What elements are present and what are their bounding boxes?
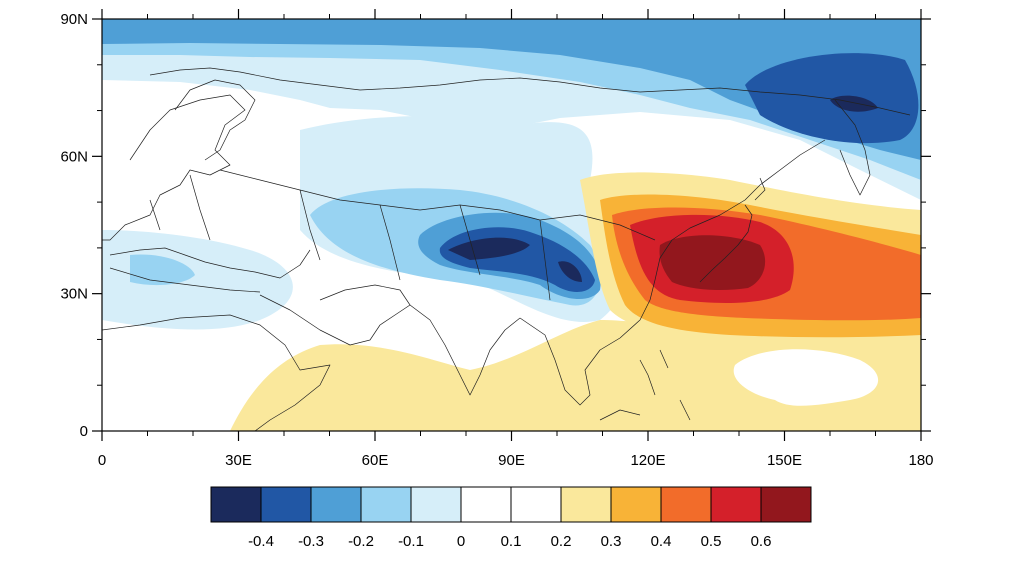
colorbar-swatch — [310, 486, 362, 523]
country-borders — [149, 169, 656, 301]
colorbar-swatch — [710, 486, 762, 523]
lat-tick-label: 90N — [60, 11, 88, 28]
coastline-scandinavia — [174, 79, 256, 161]
lon-tick-label: 180 — [908, 452, 933, 469]
coastline-arctic — [149, 67, 911, 116]
coastline-india — [409, 304, 521, 396]
lon-tick-label: 150E — [767, 452, 802, 469]
colorbar-swatch — [610, 486, 662, 523]
colorbar-swatch — [760, 486, 812, 523]
coastlines — [102, 67, 911, 431]
contour-pacific-core — [659, 235, 766, 290]
coastline-kamchatka — [834, 99, 871, 196]
colorbar-label: 0.6 — [751, 533, 772, 550]
coastline-europe — [102, 94, 246, 241]
lon-tick-label: 60E — [362, 452, 389, 469]
contour-tropics-gap — [733, 349, 879, 406]
longitude-axis: 0 30E 60E 90E 120E 150E 180 — [98, 9, 934, 469]
colorbar-label: 0.4 — [651, 533, 672, 550]
contour-arctic-mid — [102, 19, 921, 160]
contour-asia-core — [448, 237, 582, 282]
lon-tick-label: 120E — [630, 452, 665, 469]
colorbar-label: 0.3 — [601, 533, 622, 550]
colorbar-swatch — [560, 486, 612, 523]
colorbar-swatch — [510, 486, 562, 523]
latitude-axis: 90N 60N 30N 0 — [60, 11, 931, 440]
coastline-islands — [599, 349, 691, 421]
colorbar-label: -0.3 — [298, 533, 324, 550]
coastline-mediterranean — [109, 247, 311, 293]
colorbar-swatch — [410, 486, 462, 523]
colorbar-swatch — [360, 486, 412, 523]
colorbar: -0.4 -0.3 -0.2 -0.1 0 0.1 0.2 0.3 0.4 0.5 0.6 — [210, 486, 812, 550]
lon-tick-label: 30E — [225, 452, 252, 469]
lat-tick-label: 30N — [60, 286, 88, 303]
colorbar-label: 0.1 — [501, 533, 522, 550]
coastline-japan — [699, 177, 766, 283]
colorbar-label: -0.2 — [348, 533, 374, 550]
lat-tick-label: 0 — [80, 423, 88, 440]
colorbar-label: -0.4 — [248, 533, 274, 550]
minor-ticks — [97, 14, 926, 436]
colorbar-swatch — [260, 486, 312, 523]
colorbar-swatch — [210, 486, 262, 523]
contour-fill-layer — [102, 19, 921, 431]
contour-siberia-dark — [745, 53, 919, 144]
contour-med-light — [130, 254, 195, 286]
contour-tropics-yellow — [230, 320, 921, 431]
lon-tick-label: 90E — [498, 452, 525, 469]
contour-siberia-core — [830, 95, 878, 112]
coastline-southeast-asia — [519, 279, 656, 406]
colorbar-label: -0.1 — [398, 533, 424, 550]
colorbar-swatch — [460, 486, 512, 523]
colorbar-swatch — [660, 486, 712, 523]
lon-tick-label: 0 — [98, 452, 106, 469]
coastline-arabia — [259, 284, 411, 346]
colorbar-label: 0 — [457, 533, 465, 550]
colorbar-label: 0.5 — [701, 533, 722, 550]
coastline-africa — [102, 314, 331, 431]
coastline-east-asia — [654, 139, 826, 281]
colorbar-label: 0.2 — [551, 533, 572, 550]
lat-tick-label: 60N — [60, 148, 88, 165]
